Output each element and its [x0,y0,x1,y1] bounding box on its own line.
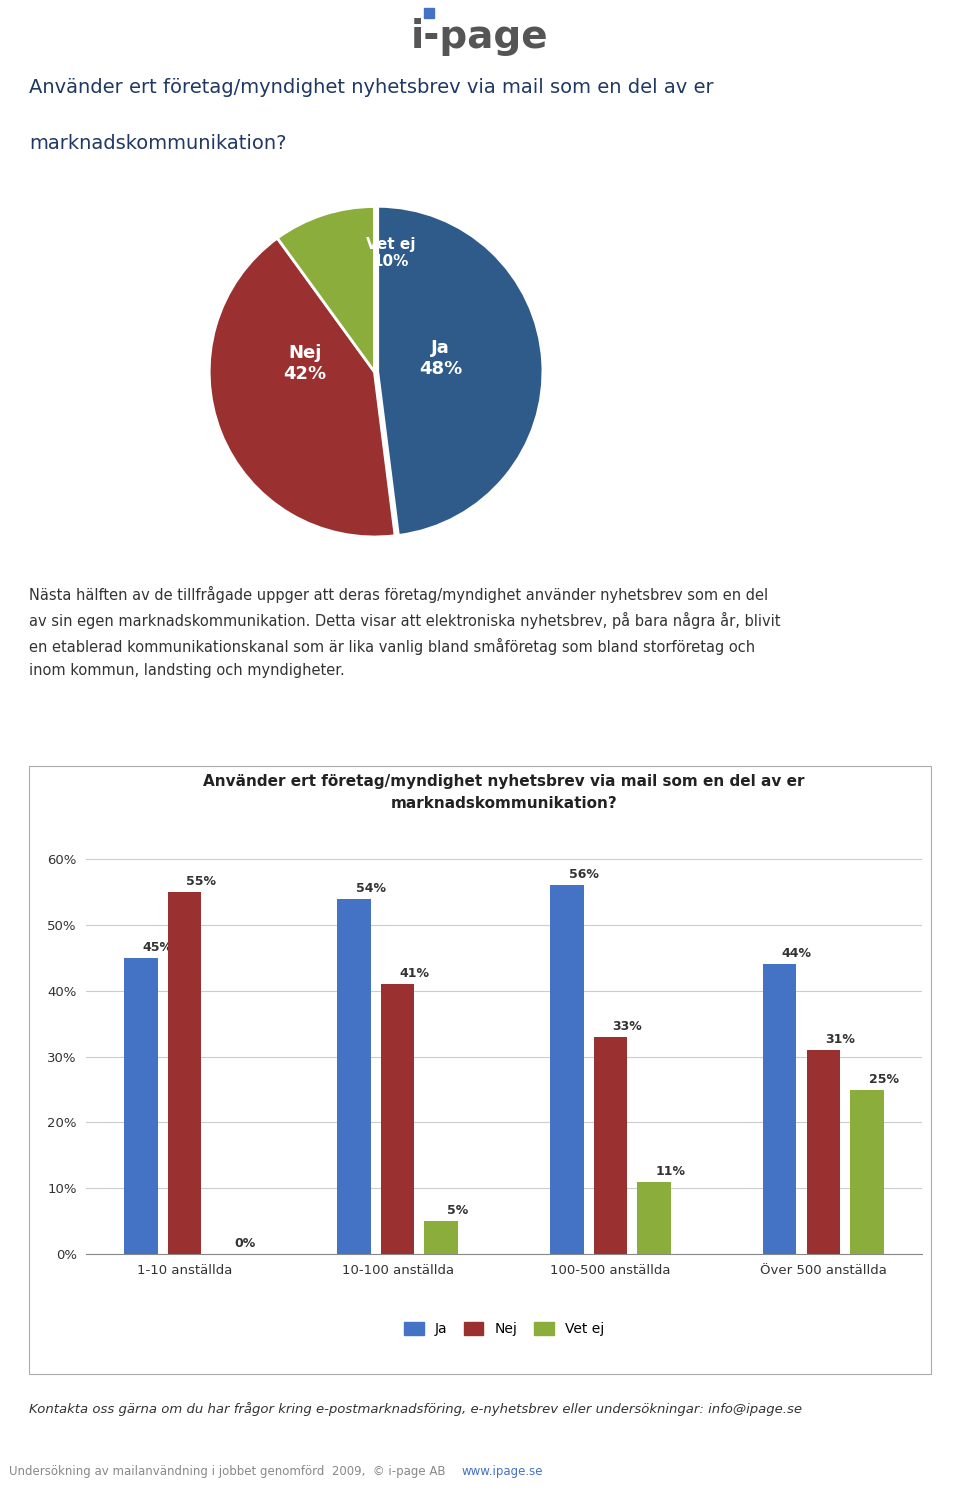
Text: 44%: 44% [781,948,811,960]
Text: Nej
42%: Nej 42% [283,344,326,383]
Bar [168,892,202,1254]
Text: 56%: 56% [568,868,598,882]
Text: 31%: 31% [826,1033,855,1045]
Legend: Ja, Nej, Vet ej: Ja, Nej, Vet ej [398,1317,610,1341]
Text: Ja
48%: Ja 48% [419,339,462,379]
Text: www.ipage.se: www.ipage.se [462,1466,543,1478]
Text: 25%: 25% [869,1072,899,1086]
Text: 55%: 55% [186,876,216,888]
Bar [337,898,371,1254]
Wedge shape [377,206,543,535]
Text: Nästa hälften av de tillfrågade uppger att deras företag/myndighet använder nyhe: Nästa hälften av de tillfrågade uppger a… [29,586,780,677]
Bar [550,885,584,1254]
Text: Använder ert företag/myndighet nyhetsbrev via mail som en del av er: Använder ert företag/myndighet nyhetsbre… [29,78,713,98]
Text: 11%: 11% [656,1164,685,1178]
Bar [851,1089,883,1254]
Text: i-page: i-page [411,18,549,56]
Text: Kontakta oss gärna om du har frågor kring e-postmarknadsföring, e-nyhetsbrev ell: Kontakta oss gärna om du har frågor krin… [29,1401,802,1416]
Bar [637,1182,671,1254]
Bar [381,984,415,1254]
Text: Använder ert företag/myndighet nyhetsbrev via mail som en del av er
marknadskomm: Använder ert företag/myndighet nyhetsbre… [204,774,804,811]
Bar [125,958,157,1254]
Bar [763,964,797,1254]
Text: 5%: 5% [447,1205,468,1217]
Bar [806,1050,840,1254]
Bar [593,1036,627,1254]
Text: 0%: 0% [234,1238,255,1250]
Text: Vet ej
10%: Vet ej 10% [366,237,416,269]
Text: 54%: 54% [356,882,386,895]
Text: marknadskommunikation?: marknadskommunikation? [29,134,286,153]
Wedge shape [277,206,374,371]
Text: Undersökning av mailanvändning i jobbet genomförd  2009,  © i-page AB: Undersökning av mailanvändning i jobbet … [9,1466,453,1478]
Wedge shape [209,239,396,536]
Text: 41%: 41% [399,967,429,981]
Text: 45%: 45% [143,940,173,954]
Bar [424,1221,458,1254]
Text: 33%: 33% [612,1020,642,1033]
